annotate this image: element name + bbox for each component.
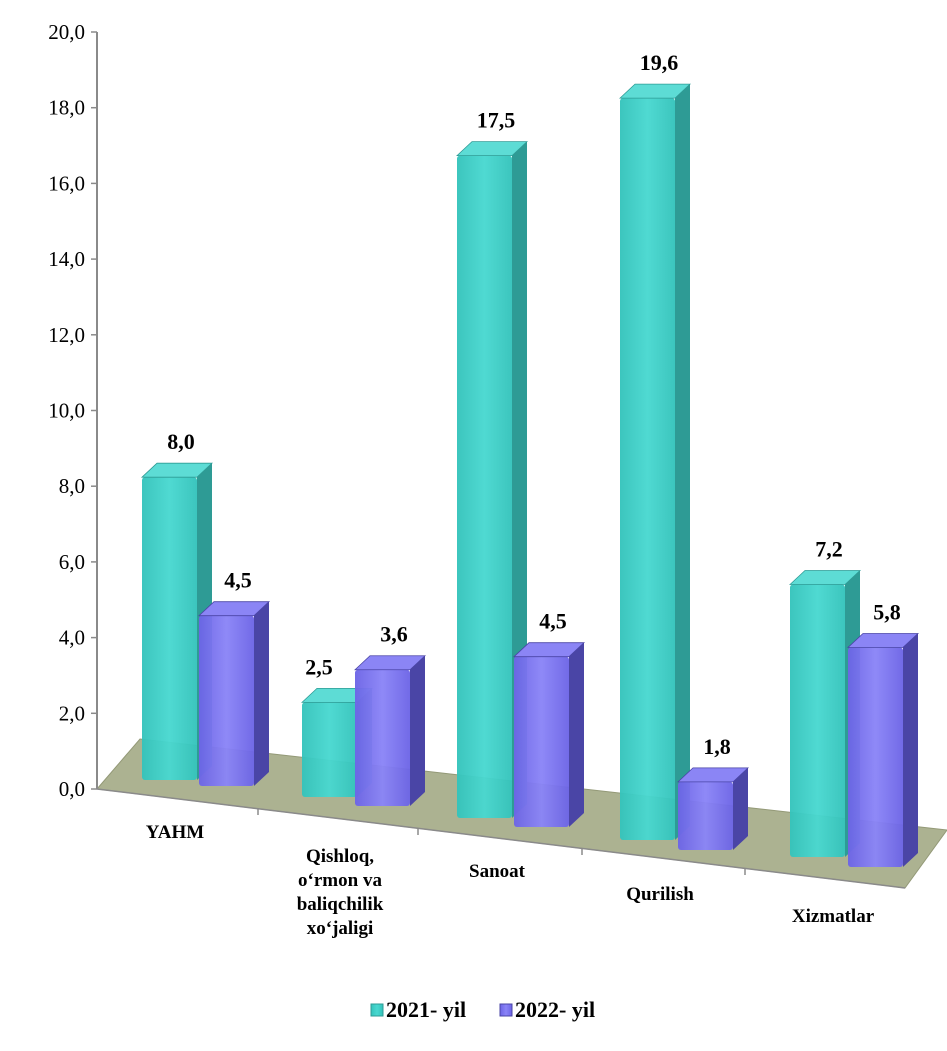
data-label-2021: 7,2: [815, 536, 843, 561]
data-label-2022: 4,5: [539, 609, 567, 634]
x-category-label: YAHM: [146, 822, 204, 843]
bar-2022: [676, 767, 750, 850]
data-label-2021: 19,6: [640, 50, 679, 75]
y-tick-label: 20,0: [48, 20, 85, 44]
legend-swatch: [370, 1003, 384, 1017]
y-tick-label: 18,0: [48, 96, 85, 120]
bar-2022: [353, 655, 427, 806]
x-category-label: Xizmatlar: [792, 906, 875, 927]
legend-item-2021: 2021- yil: [370, 997, 466, 1022]
data-label-2021: 8,0: [167, 429, 195, 454]
bar-2022: [846, 633, 920, 867]
bar-2022: [197, 601, 271, 786]
data-label-2022: 5,8: [873, 599, 901, 624]
y-tick-label: 4,0: [59, 626, 85, 650]
legend-swatch: [499, 1003, 513, 1017]
y-tick-label: 2,0: [59, 701, 85, 725]
y-tick-label: 14,0: [48, 247, 85, 271]
y-tick-label: 16,0: [48, 171, 85, 195]
legend-item-2022: 2022- yil: [499, 997, 595, 1022]
legend-label: 2021- yil: [386, 997, 466, 1022]
x-category-label: Qishloq, o‘rmon va baliqchilik xo‘jaligi: [297, 846, 384, 939]
y-tick-label: 6,0: [59, 550, 85, 574]
data-label-2021: 17,5: [477, 108, 516, 133]
y-tick-label: 8,0: [59, 474, 85, 498]
y-tick-label: 10,0: [48, 399, 85, 423]
data-label-2022: 4,5: [224, 568, 252, 593]
y-tick-label: 0,0: [59, 777, 85, 801]
y-tick-label: 12,0: [48, 323, 85, 347]
legend-label: 2022- yil: [515, 997, 595, 1022]
data-label-2022: 1,8: [703, 734, 731, 759]
bar-2021: [618, 83, 692, 840]
x-category-label: Sanoat: [469, 861, 526, 882]
data-label-2022: 3,6: [380, 622, 408, 647]
x-axis-line: [96, 788, 906, 889]
data-label-2021: 2,5: [305, 654, 333, 679]
bar-2022: [512, 642, 586, 827]
x-category-label: Qurilish: [626, 884, 694, 905]
